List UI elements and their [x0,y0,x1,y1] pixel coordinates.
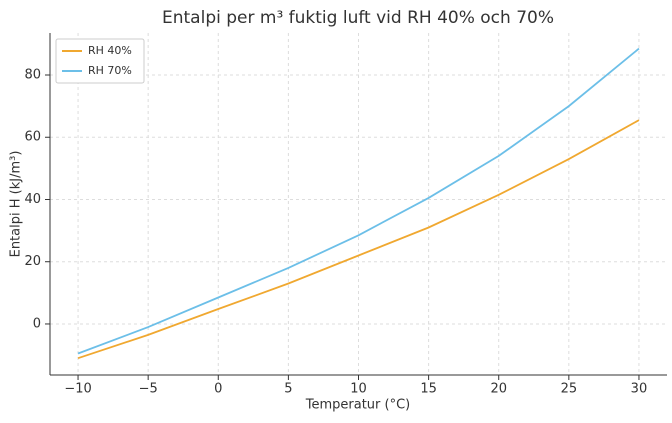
x-tick-label: 20 [490,382,507,397]
x-tick-label: −10 [64,382,91,397]
y-axis-label: Entalpi H (kJ/m³) [9,151,24,258]
y-tick-label: 40 [24,192,41,207]
series-line [77,119,640,360]
x-tick-label: 5 [284,382,292,397]
y-tick-label: 80 [24,68,41,83]
x-axis-label: Temperatur (°C) [305,398,411,413]
x-tick-label: 10 [350,382,367,397]
series-line [77,47,640,355]
chart-title: Entalpi per m³ fuktig luft vid RH 40% oc… [162,8,554,28]
y-tick-label: 60 [24,130,41,145]
y-tick-label: 0 [33,316,41,331]
x-tick-label: 0 [214,382,222,397]
x-tick-label: 25 [561,382,578,397]
x-tick-label: 15 [420,382,437,397]
legend-label: RH 70% [88,64,132,77]
y-tick-label: 20 [24,254,41,269]
x-tick-label: 30 [631,382,648,397]
legend-label: RH 40% [88,44,132,57]
x-tick-label: −5 [139,382,158,397]
